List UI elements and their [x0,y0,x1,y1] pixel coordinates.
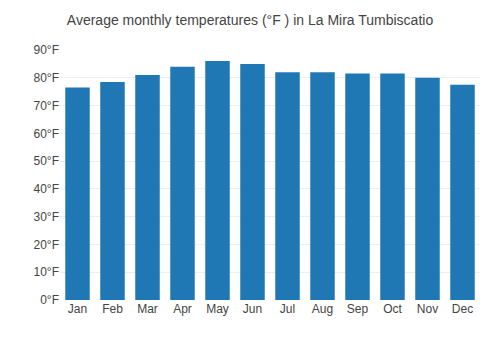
svg-text:Average monthly temperatures (: Average monthly temperatures (°F ) in La… [67,12,434,28]
svg-text:Oct: Oct [383,302,402,316]
svg-text:Dec: Dec [452,302,473,316]
svg-text:Apr: Apr [173,302,192,316]
svg-text:Sep: Sep [347,302,369,316]
svg-text:Jul: Jul [280,302,295,316]
svg-text:50°F: 50°F [34,154,59,168]
svg-text:20°F: 20°F [34,238,59,252]
svg-text:May: May [206,302,229,316]
svg-text:Jan: Jan [68,302,87,316]
svg-text:60°F: 60°F [34,127,59,141]
svg-text:Mar: Mar [137,302,158,316]
svg-text:Nov: Nov [417,302,438,316]
svg-text:Aug: Aug [312,302,333,316]
svg-text:40°F: 40°F [34,182,59,196]
svg-text:90°F: 90°F [34,43,59,57]
svg-text:0°F: 0°F [40,293,59,307]
svg-text:Jun: Jun [243,302,262,316]
svg-text:Feb: Feb [102,302,123,316]
svg-text:80°F: 80°F [34,71,59,85]
svg-text:30°F: 30°F [34,210,59,224]
svg-text:10°F: 10°F [34,265,59,279]
svg-text:70°F: 70°F [34,99,59,113]
